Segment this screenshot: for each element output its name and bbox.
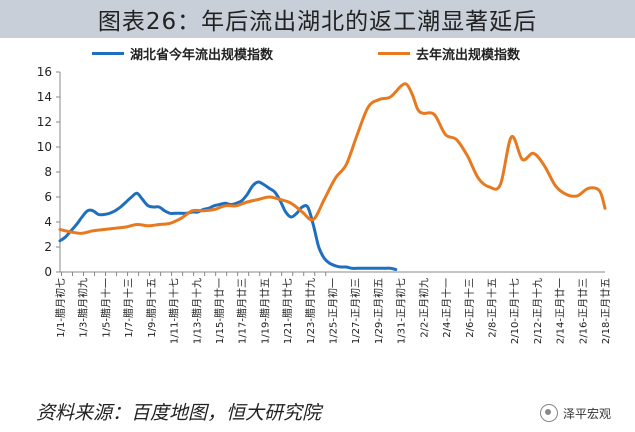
x-tick-label: 1/13-腊月十九 (190, 278, 203, 344)
x-tick-label: 1/23-腊月廿九 (305, 278, 317, 344)
x-tick-label: 2/2-正月初九 (417, 278, 430, 338)
x-tick-label: 1/9-腊月十五 (145, 278, 158, 338)
y-tick-label: 10 (37, 140, 52, 154)
legend-swatch-2020 (92, 52, 124, 55)
x-tick-label: 1/7-腊月十三 (122, 278, 135, 338)
x-tick-label: 1/5-腊月十一 (99, 278, 112, 338)
y-tick-label: 4 (44, 215, 52, 229)
x-tick-label: 2/8-正月十五 (485, 278, 498, 338)
y-tick-label: 8 (44, 165, 52, 179)
chart-title: 图表26：年后流出湖北的返工潮显著延后 (97, 9, 538, 35)
x-tick-label: 1/3-腊月初九 (77, 278, 90, 338)
legend-item-2019: 去年流出规模指数 (378, 44, 520, 63)
line-chart: 0 2 4 6 8 10 12 14 16 1/1-腊月初七 1/3-腊月初九 1/5-腊月十一 1/7… (37, 65, 612, 344)
legend: 湖北省今年流出规模指数 去年流出规模指数 (0, 44, 635, 68)
x-tick-label: 1/11-腊月十七 (168, 278, 181, 344)
y-tick-label: 16 (37, 65, 52, 79)
x-tick-label: 1/19-腊月廿五 (259, 278, 271, 344)
y-tick-label: 2 (44, 240, 52, 254)
x-tick-label: 1/25-正月初一 (327, 278, 340, 344)
wechat-logo-icon (540, 404, 558, 422)
x-tick-label: 2/18-正月廿五 (600, 278, 612, 344)
x-tick-label: 1/27-正月初三 (349, 278, 362, 344)
x-tick-label: 1/29-正月初五 (372, 278, 385, 344)
x-tick-label: 1/31-正月初七 (395, 278, 408, 344)
x-tick-label: 1/15-腊月廿一 (214, 278, 226, 344)
x-tick-label: 2/16-正月廿三 (577, 278, 589, 344)
series-line-2020 (58, 180, 398, 271)
y-tick-label: 0 (44, 265, 52, 279)
x-tick-label: 2/4-正月十一 (440, 278, 453, 338)
legend-swatch-2019 (378, 52, 410, 55)
x-tick-label: 2/6-正月十三 (463, 278, 476, 338)
y-tick-label: 6 (44, 190, 52, 204)
title-band (0, 0, 635, 38)
series-line-2019 (58, 82, 607, 235)
watermark-label: 泽平宏观 (563, 406, 612, 421)
x-tick-label: 2/14-正月廿一 (555, 278, 567, 344)
source-note: 资料来源：百度地图，恒大研究院 (36, 402, 322, 424)
legend-item-2020: 湖北省今年流出规模指数 (92, 44, 273, 63)
x-tick-label: 1/17-腊月廿三 (237, 278, 249, 344)
legend-label-2019: 去年流出规模指数 (416, 48, 521, 63)
watermark: 泽平宏观 (540, 404, 611, 422)
y-tick-label: 12 (37, 115, 52, 129)
x-tick-label: 1/1-腊月初七 (54, 278, 67, 338)
x-tick-label: 1/21-腊月廿七 (282, 278, 294, 344)
y-tick-label: 14 (37, 90, 52, 104)
x-tick-label: 2/10-正月十七 (508, 278, 521, 344)
x-tick-label: 2/12-正月十九 (531, 278, 544, 344)
legend-label-2020: 湖北省今年流出规模指数 (130, 48, 274, 63)
